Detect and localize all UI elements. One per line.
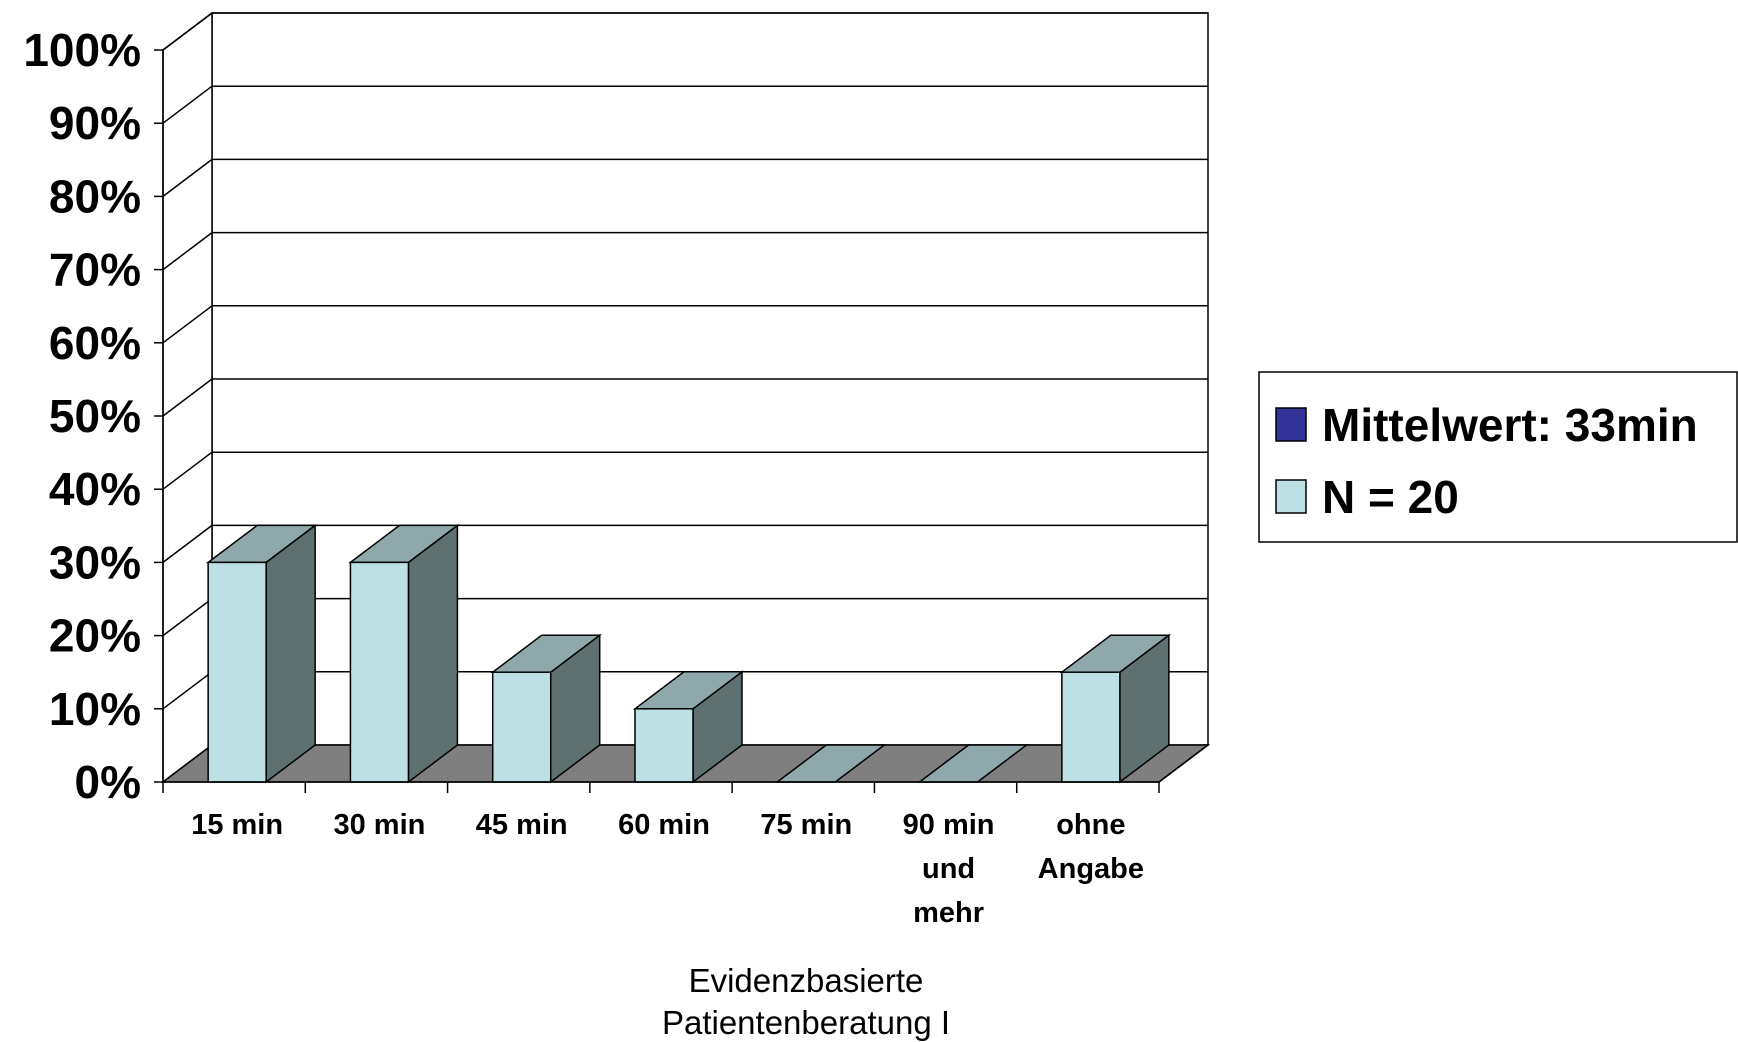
legend-swatch	[1275, 479, 1307, 514]
gridline-diagonal	[162, 451, 213, 490]
x-category-label: 75 min	[760, 809, 852, 841]
bar	[205, 523, 318, 784]
x-category-labels: 15 min 30 min 45 min 60 min 75 min 90 min und m…	[191, 809, 1144, 929]
legend-item: N = 20	[1275, 471, 1459, 523]
gridline-diagonal	[162, 305, 213, 344]
gridline-diagonal	[162, 158, 213, 197]
x-category-label-line: ohne	[1056, 809, 1125, 841]
y-tick-label: 60%	[49, 317, 141, 369]
x-category-label-line: 90 min	[903, 809, 995, 841]
y-tick-label: 70%	[49, 244, 141, 296]
floor-edge	[1158, 744, 1209, 783]
x-category-label: 60 min	[618, 809, 710, 841]
bar	[632, 670, 745, 784]
y-tick-label: 100%	[23, 24, 141, 76]
bar-front	[1061, 671, 1121, 783]
gridline-diagonal	[162, 524, 213, 563]
gridline-diagonal	[162, 232, 213, 271]
axes	[154, 49, 1209, 793]
x-category-label: 15 min	[191, 809, 283, 841]
bar-side	[265, 523, 316, 784]
y-tick-label: 50%	[49, 390, 141, 442]
bar	[348, 523, 460, 784]
x-axis-title-line: Patientenberatung I	[662, 1004, 950, 1041]
gridline-diagonal	[162, 12, 213, 51]
gridline-diagonal	[162, 671, 213, 710]
x-category-label-line: 30 min	[333, 809, 425, 841]
legend-label: Mittelwert: 33min	[1322, 399, 1698, 451]
x-category-label: ohne Angabe	[1038, 809, 1144, 885]
legend: Mittelwert: 33min N = 20	[1258, 371, 1738, 543]
bar-front	[491, 671, 552, 783]
x-category-label-line: 45 min	[476, 809, 568, 841]
legend-swatch	[1275, 407, 1307, 442]
bar-front	[207, 561, 267, 783]
x-category-label: 30 min	[333, 809, 425, 841]
x-category-label-line: Angabe	[1038, 853, 1144, 885]
y-tick-label: 90%	[49, 97, 141, 149]
bar	[490, 633, 602, 784]
bar-side	[407, 523, 459, 784]
x-axis-title: Evidenzbasierte Patientenberatung I	[662, 962, 950, 1041]
gridlines	[162, 12, 1208, 783]
y-tick-label: 40%	[49, 463, 141, 515]
bars	[205, 523, 1172, 784]
gridline-diagonal	[162, 85, 213, 124]
y-tick-labels: 0% 10% 20% 30% 40% 50% 60% 70% 80% 90% 100%	[23, 24, 141, 808]
x-category-label-line: und	[922, 853, 975, 885]
x-category-label-line: 60 min	[618, 809, 710, 841]
bar-front	[349, 561, 410, 783]
legend-box	[1258, 371, 1738, 543]
y-tick-label: 80%	[49, 170, 141, 222]
y-tick-label: 20%	[49, 610, 141, 662]
x-axis-title-text: Evidenzbasierte Patientenberatung I	[662, 962, 950, 1041]
gridline-diagonal	[162, 378, 213, 417]
x-category-label: 90 min und mehr	[903, 809, 995, 929]
x-category-label-line: mehr	[913, 897, 984, 929]
x-category-label: 45 min	[476, 809, 568, 841]
x-axis-title-line: Evidenzbasierte	[689, 962, 924, 999]
y-tick-label: 10%	[49, 683, 141, 735]
legend-label: N = 20	[1322, 471, 1459, 523]
legend-item: Mittelwert: 33min	[1275, 399, 1698, 451]
x-category-label-line: 15 min	[191, 809, 283, 841]
y-tick-label: 0%	[75, 756, 141, 808]
bar-front	[634, 708, 694, 783]
gridline-diagonal	[162, 598, 213, 637]
bar	[1059, 633, 1172, 784]
y-tick-label: 30%	[49, 536, 141, 588]
x-category-label-line: 75 min	[760, 809, 852, 841]
chart-walls	[162, 11, 1209, 784]
